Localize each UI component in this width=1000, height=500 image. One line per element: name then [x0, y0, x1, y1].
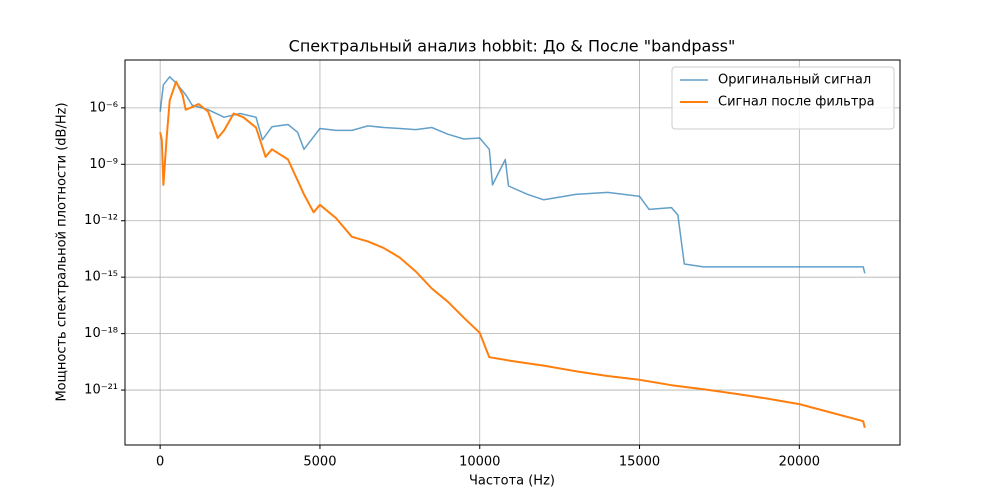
y-tick-label: 10⁻¹² — [84, 213, 118, 228]
x-tick-label: 5000 — [303, 455, 336, 470]
axes-frame — [124, 59, 901, 446]
y-tick-label: 10⁻¹⁸ — [84, 326, 118, 341]
y-tick-label: 10⁻⁶ — [89, 100, 118, 115]
y-tick-label: 10⁻²¹ — [84, 383, 118, 398]
y-tick-label: 10⁻¹⁵ — [84, 270, 118, 285]
x-tick-label: 20000 — [779, 455, 820, 470]
x-tick-label: 10000 — [459, 455, 500, 470]
y-tick-label: 10⁻⁹ — [89, 157, 118, 172]
legend-box — [671, 66, 895, 130]
x-tick-label: 15000 — [619, 455, 660, 470]
x-tick-label: 0 — [156, 455, 164, 470]
series-line — [159, 80, 866, 428]
legend-label: Сигнал после фильтра — [718, 95, 875, 110]
legend-label: Оригинальный сигнал — [718, 73, 871, 88]
chart-title: Спектральный анализ hobbit: До & После "… — [289, 37, 736, 56]
y-axis-label: Мощность спектральной плотности (dB/Hz) — [55, 102, 70, 401]
x-axis-label: Частота (Hz) — [469, 474, 555, 489]
